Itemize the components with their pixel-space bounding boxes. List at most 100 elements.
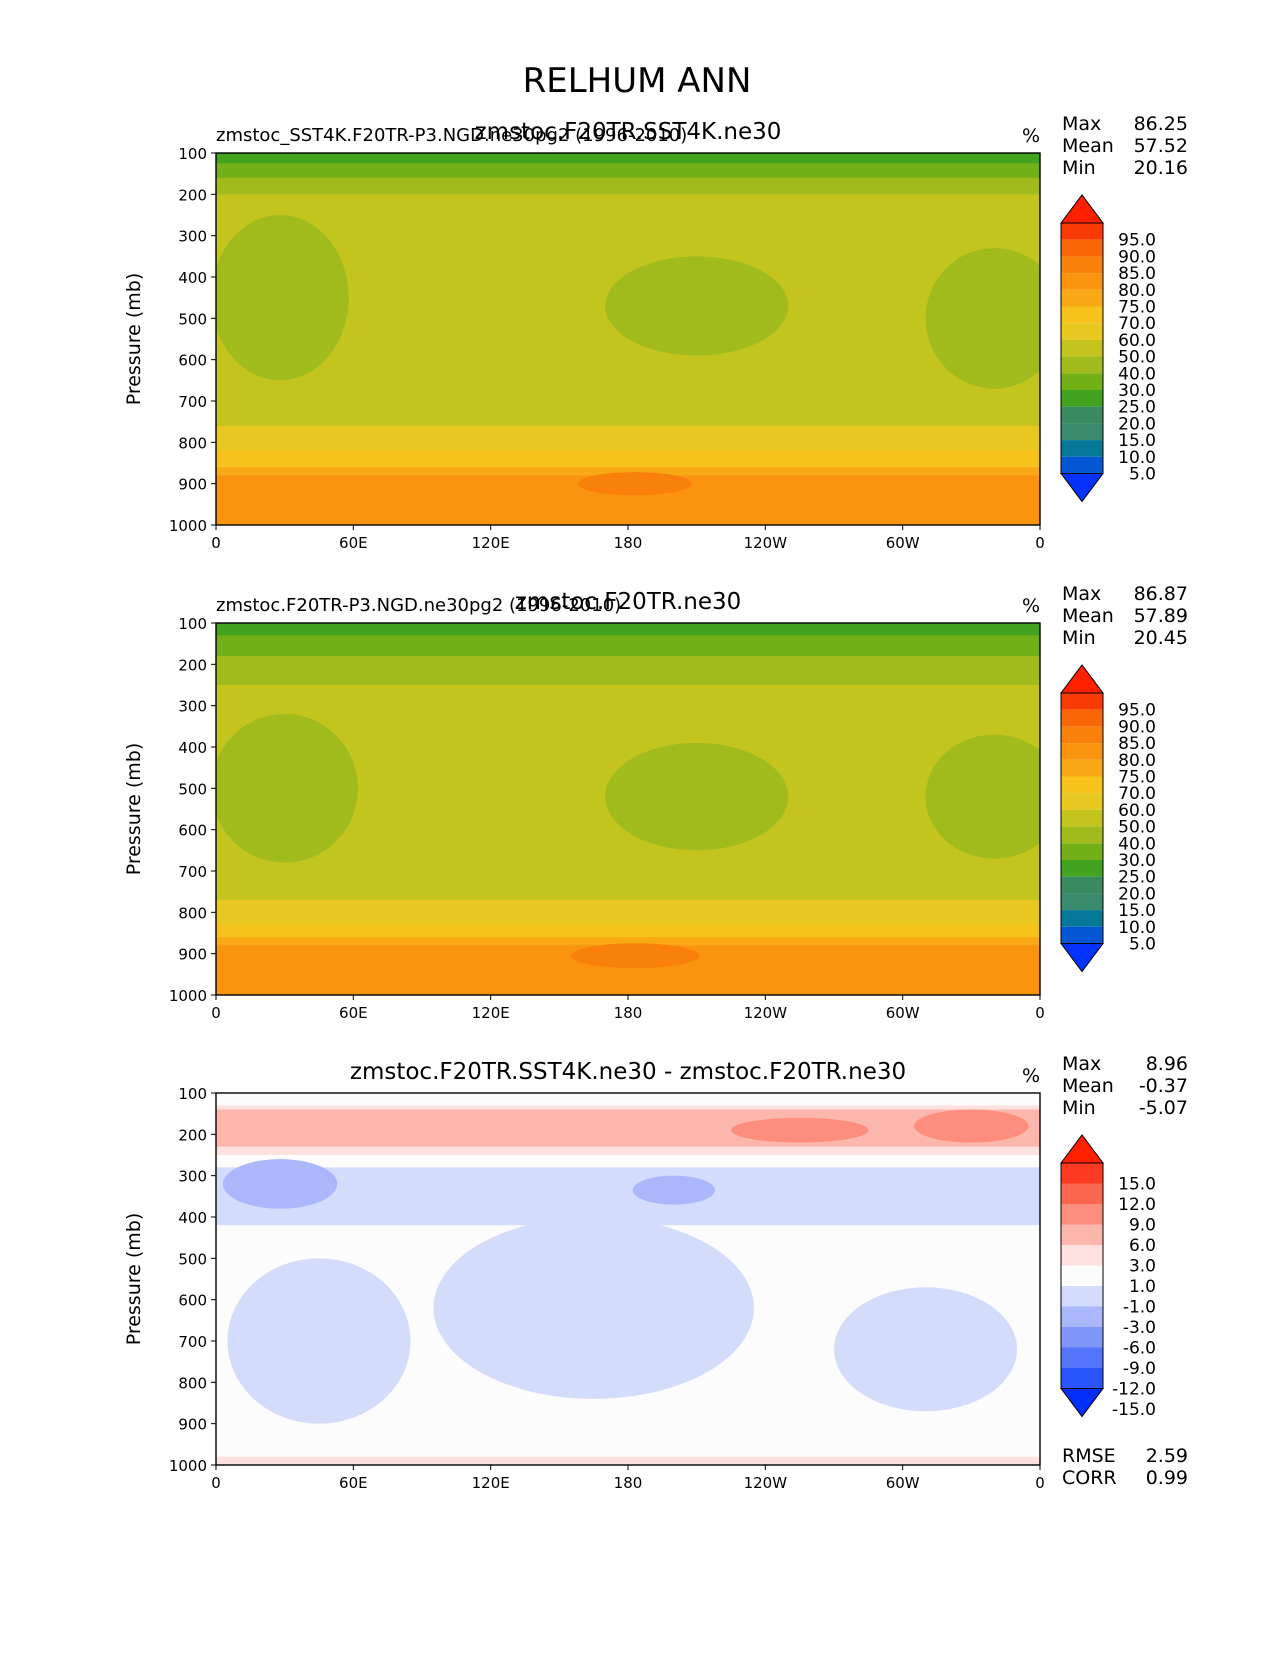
colorbar-tick-label: -12.0 (1112, 1380, 1156, 1400)
y-tick-label: 100 (178, 1085, 207, 1103)
x-tick-label: 0 (1035, 534, 1045, 552)
colorbar-swatch (1061, 1347, 1103, 1368)
colorbar-tick-label: 5.0 (1129, 935, 1156, 955)
stat-mean-value: 57.89 (1134, 605, 1188, 627)
colorbar-swatch (1061, 926, 1103, 944)
rmse-value: 2.59 (1146, 1445, 1188, 1467)
colorbar-swatch (1061, 390, 1103, 407)
y-axis-label: Pressure (mb) (123, 743, 145, 876)
y-tick-label: 400 (178, 1209, 207, 1227)
colorbar-tick-label: 40.0 (1118, 364, 1156, 384)
colorbar: 95.090.085.080.075.070.060.050.040.030.0… (1060, 664, 1156, 973)
y-tick-label: 300 (178, 1168, 207, 1186)
colorbar-tick-label: 95.0 (1118, 231, 1156, 251)
contour-region-7 (914, 1109, 1029, 1143)
y-tick-label: 500 (178, 310, 207, 328)
contour-band-4 (216, 153, 1040, 164)
corr-value: 0.99 (1146, 1467, 1188, 1489)
x-tick-label: 120E (472, 1474, 510, 1492)
stat-mean-value: -0.37 (1139, 1075, 1188, 1097)
colorbar-swatch (1061, 693, 1103, 710)
colorbar-tick-label: 80.0 (1118, 751, 1156, 771)
colorbar-swatch (1061, 743, 1103, 760)
contour-band-4 (216, 623, 1040, 636)
colorbar-swatch (1061, 793, 1103, 810)
colorbar-swatch (1061, 323, 1103, 340)
colorbar-tick-label: 1.0 (1129, 1277, 1156, 1297)
colorbar-tick-label: 5.0 (1129, 465, 1156, 485)
colorbar-extend-top (1060, 1134, 1104, 1164)
colorbar-tick-label: 50.0 (1118, 818, 1156, 838)
colorbar-swatch (1061, 1286, 1103, 1307)
colorbar: 15.012.09.06.03.01.0-1.0-3.0-6.0-9.0-12.… (1060, 1134, 1156, 1420)
colorbar-tick-label: 15.0 (1118, 431, 1156, 451)
colorbar-swatch (1061, 1163, 1103, 1184)
panel-center-title: zmstoc.F20TR.SST4K.ne30 (475, 119, 782, 145)
colorbar-tick-label: 20.0 (1118, 884, 1156, 904)
colorbar-tick-label: 85.0 (1118, 734, 1156, 754)
x-tick-label: 60W (886, 534, 920, 552)
stat-mean-label: Mean (1062, 135, 1114, 157)
contour-region-1 (216, 215, 349, 381)
stat-min-value: 20.16 (1134, 157, 1188, 179)
colorbar-swatch (1061, 809, 1103, 827)
y-tick-label: 400 (178, 269, 207, 287)
y-tick-label: 600 (178, 822, 207, 840)
y-tick-label: 200 (178, 656, 207, 674)
colorbar-swatch (1061, 339, 1103, 357)
panel-left-title: zmstoc_SST4K.F20TR-P3.NGD.ne30pg2 (1996-… (216, 125, 687, 146)
colorbar-extend-bottom (1060, 943, 1104, 973)
x-tick-label: 120E (472, 1004, 510, 1022)
x-tick-label: 120W (744, 1004, 788, 1022)
contour-band-5 (216, 1456, 1040, 1465)
x-tick-label: 60W (886, 1004, 920, 1022)
stat-max-value: 86.25 (1134, 113, 1188, 135)
rmse-label: RMSE (1062, 1445, 1116, 1467)
y-tick-label: 500 (178, 780, 207, 798)
x-tick-label: 180 (614, 1474, 643, 1492)
y-tick-label: 300 (178, 228, 207, 246)
contour-region-1 (216, 713, 358, 863)
colorbar-swatch (1061, 726, 1103, 744)
colorbar-swatch (1061, 373, 1103, 390)
stat-max-value: 86.87 (1134, 583, 1188, 605)
contour-region-2 (605, 742, 789, 851)
y-tick-label: 800 (178, 1374, 207, 1392)
contour-region-4 (570, 943, 699, 969)
colorbar-swatch (1061, 256, 1103, 274)
colorbar-tick-label: 3.0 (1129, 1257, 1156, 1277)
stat-mean-value: 57.52 (1134, 135, 1188, 157)
x-tick-label: 0 (1035, 1474, 1045, 1492)
colorbar-swatch (1061, 1265, 1103, 1286)
contour-field (216, 623, 1040, 995)
colorbar-swatch (1061, 826, 1103, 844)
colorbar-swatch (1061, 1306, 1103, 1327)
colorbar-swatch (1061, 239, 1103, 257)
y-axis-label: Pressure (mb) (123, 1213, 145, 1346)
colorbar-tick-label: 60.0 (1118, 801, 1156, 821)
y-tick-label: 800 (178, 434, 207, 452)
colorbar-swatch (1061, 843, 1103, 860)
y-tick-label: 1000 (169, 987, 207, 1005)
x-tick-label: 60E (339, 1004, 368, 1022)
colorbar-extend-bottom (1060, 473, 1104, 503)
colorbar-tick-label: 90.0 (1118, 717, 1156, 737)
corr-label: CORR (1062, 1467, 1117, 1489)
colorbar-tick-label: 85.0 (1118, 264, 1156, 284)
stat-min-label: Min (1062, 1097, 1096, 1119)
colorbar-tick-label: 95.0 (1118, 701, 1156, 721)
units-label: % (1022, 1065, 1040, 1087)
colorbar-tick-label: 20.0 (1118, 414, 1156, 434)
x-tick-label: 120E (472, 534, 510, 552)
x-tick-label: 60E (339, 1474, 368, 1492)
colorbar-swatch (1061, 1224, 1103, 1245)
panel-3: zmstoc.F20TR.SST4K.ne30 - zmstoc.F20TR.n… (123, 1053, 1188, 1492)
contour-region-5 (632, 1175, 715, 1205)
colorbar-tick-label: -6.0 (1123, 1339, 1156, 1359)
colorbar-swatch (1061, 1245, 1103, 1266)
stat-max-label: Max (1062, 583, 1101, 605)
colorbar-tick-label: 75.0 (1118, 298, 1156, 318)
colorbar-extend-top (1060, 664, 1104, 694)
units-label: % (1022, 125, 1040, 147)
